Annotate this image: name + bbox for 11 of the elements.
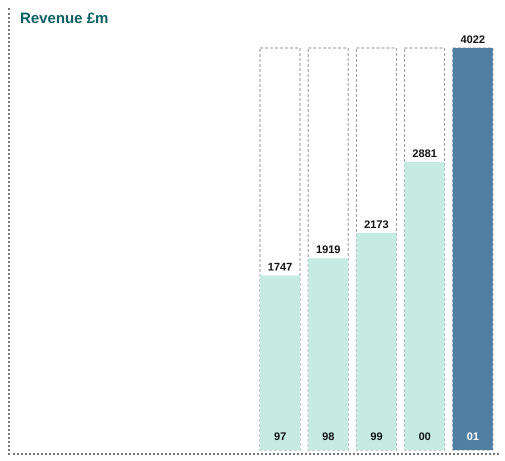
data-label: 1747 [268,261,292,274]
data-label: 2881 [412,148,437,160]
x-tick-label: 00 [418,431,431,443]
x-tick-label: 98 [322,431,334,443]
x-tick-label: 99 [370,431,383,443]
x-tick-label: 01 [466,431,480,443]
data-label: 2173 [364,218,389,231]
text: Revenue £m [20,10,108,27]
data-label: 1919 [316,244,340,256]
x-tick-label: 97 [274,431,286,443]
data-label: 4022 [460,34,486,46]
